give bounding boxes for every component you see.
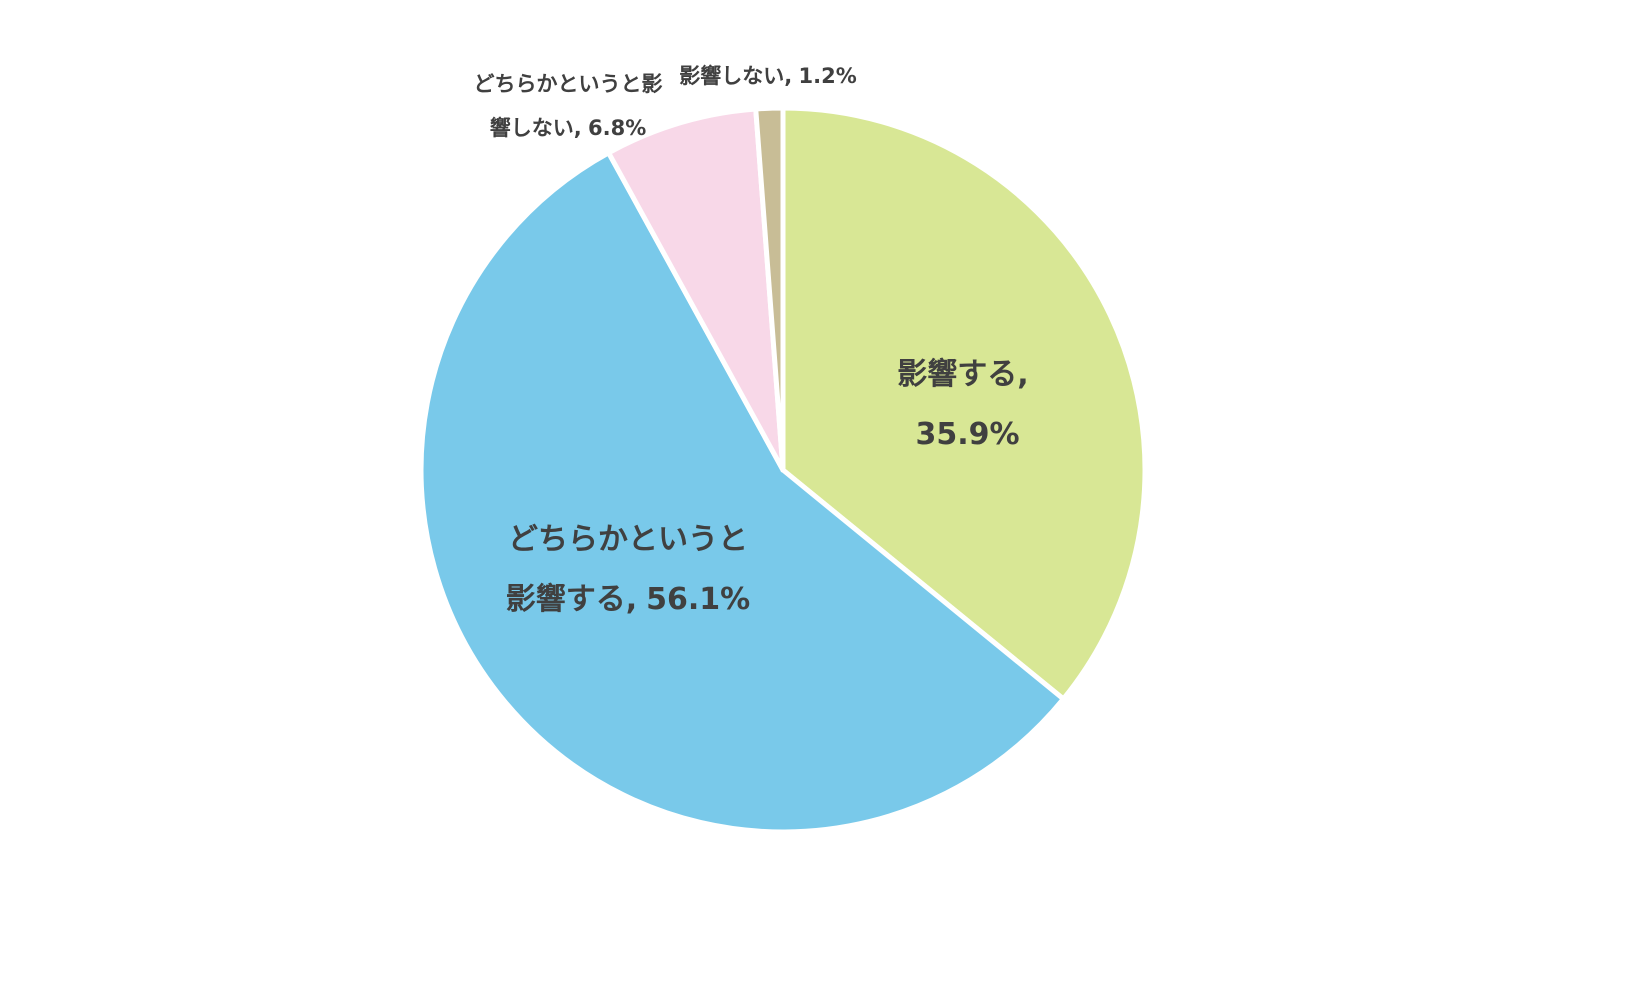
pie-slice bbox=[753, 105, 786, 473]
category-label: どちらかというと影響する, bbox=[505, 522, 748, 617]
data-label: どちらかというと影響しない, 6.8% bbox=[471, 62, 666, 150]
category-label: どちらかというと影響しない, bbox=[473, 72, 663, 140]
pie-slice bbox=[418, 150, 1066, 835]
value-label: 1.2% bbox=[798, 64, 857, 88]
value-label: 35.9% bbox=[915, 417, 1020, 452]
pie-slice bbox=[606, 106, 786, 473]
data-label: 影響する, 35.9% bbox=[888, 345, 1038, 465]
value-label: 56.1% bbox=[646, 582, 751, 617]
data-label: 影響しない, 1.2% bbox=[638, 61, 898, 91]
value-label: 6.8% bbox=[588, 116, 647, 140]
category-label: 影響する, bbox=[897, 357, 1029, 392]
pie-slice bbox=[780, 105, 1148, 702]
category-label: 影響しない, bbox=[679, 64, 793, 88]
data-label: どちらかというと影響する, 56.1% bbox=[501, 510, 756, 630]
